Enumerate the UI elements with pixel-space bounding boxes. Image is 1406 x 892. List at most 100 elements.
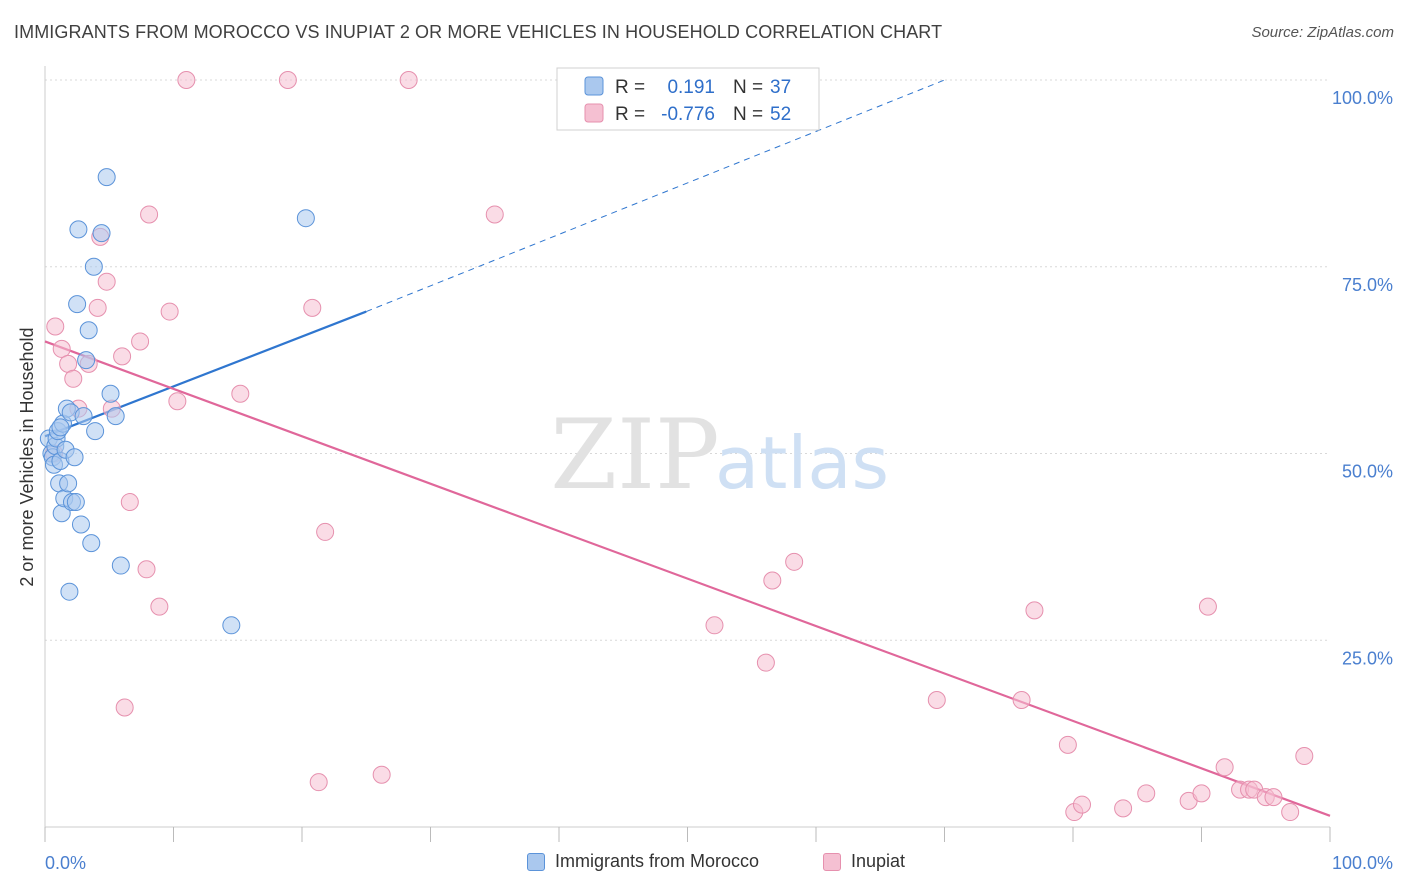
point-morocco [51,418,70,437]
trend-line-inupiat [44,340,1331,817]
point-inupiat [1295,747,1314,766]
watermark-zip: ZIP [550,399,719,511]
point-inupiat [1198,597,1217,616]
point-morocco [106,407,125,426]
point-inupiat [97,272,116,291]
legend-r-label-2: R = [615,104,645,125]
point-inupiat [131,332,150,351]
legend-n-label-2: N = [733,104,763,125]
point-morocco [65,448,84,467]
point-inupiat [160,302,179,321]
chart-title: IMMIGRANTS FROM MOROCCO VS INUPIAT 2 OR … [14,22,943,42]
point-morocco [66,493,85,512]
point-inupiat [1012,691,1031,710]
point-morocco [68,295,87,314]
point-morocco [77,351,96,370]
point-morocco [101,384,120,403]
point-inupiat [785,552,804,571]
point-inupiat [309,773,328,792]
point-inupiat [1114,799,1133,818]
point-inupiat [88,298,107,317]
point-inupiat [177,71,196,89]
point-morocco [60,582,79,601]
legend-swatch-inupiat-bottom [823,852,841,871]
point-inupiat [1058,735,1077,754]
point-morocco [79,321,98,340]
legend-swatch-morocco-bottom [527,852,545,871]
data-points [39,71,1314,822]
point-inupiat [316,522,335,541]
grid-lines [45,79,1330,641]
point-inupiat [231,384,250,403]
point-inupiat [485,205,504,224]
point-inupiat [1215,758,1234,777]
point-inupiat [372,765,391,784]
legend-swatch-morocco [584,76,604,96]
point-morocco [222,616,241,635]
point-morocco [296,209,315,228]
y-tick-label: 25.0% [1342,648,1393,668]
point-inupiat [1281,803,1300,822]
point-inupiat [1192,784,1211,803]
y-tick-label: 75.0% [1342,275,1393,295]
point-morocco [97,168,116,187]
point-morocco [84,257,103,276]
point-inupiat [1025,601,1044,620]
x-tick-label: 0.0% [45,853,86,873]
point-morocco [111,556,130,575]
point-inupiat [113,347,132,366]
watermark: ZIP atlas [550,399,889,511]
watermark-atlas: atlas [715,421,889,505]
point-inupiat [46,317,65,336]
point-inupiat [278,71,297,89]
legend-r-value-1: 0.191 [667,77,715,98]
point-inupiat [150,597,169,616]
point-inupiat [1072,795,1091,814]
trend-line-morocco-extension [366,79,945,313]
point-inupiat [120,493,139,512]
y-tick-label: 100.0% [1332,88,1393,108]
point-inupiat [399,71,418,89]
point-inupiat [64,369,83,388]
legend-item-morocco[interactable]: Immigrants from Morocco [527,851,759,872]
y-axis-label: 2 or more Vehicles in Household [17,327,37,586]
legend-r-label-1: R = [615,77,645,98]
legend-item-inupiat[interactable]: Inupiat [823,851,905,872]
legend-label-inupiat: Inupiat [851,851,906,871]
point-morocco [59,474,78,493]
source-label: Source: ZipAtlas.com [1251,24,1394,41]
legend-n-value-1: 37 [770,77,791,98]
point-inupiat [168,392,187,411]
point-morocco [71,515,90,534]
legend-label-morocco: Immigrants from Morocco [555,851,760,871]
point-inupiat [137,560,156,579]
point-inupiat [1137,784,1156,803]
point-morocco [92,224,111,243]
legend-n-label-1: N = [733,77,763,98]
point-morocco [82,534,101,553]
trend-line-morocco [44,310,367,438]
point-inupiat [763,571,782,590]
legend-swatch-inupiat [584,103,604,123]
point-inupiat [59,354,78,373]
bottom-legend: Immigrants from Morocco Inupiat [0,851,1406,879]
point-inupiat [756,653,775,672]
point-morocco [86,422,105,441]
point-inupiat [140,205,159,224]
legend-n-value-2: 52 [770,104,791,125]
point-inupiat [705,616,724,635]
point-inupiat [927,691,946,710]
point-inupiat [303,298,322,317]
y-tick-label: 50.0% [1342,462,1393,482]
point-morocco [69,220,88,239]
legend-r-value-2: -0.776 [661,104,715,125]
x-tick-label: 100.0% [1332,853,1393,873]
tick-labels: 25.0% 50.0% 75.0% 100.0% 0.0% 100.0% [45,88,1393,873]
point-inupiat [52,339,71,358]
point-morocco [74,407,93,426]
trend-lines [44,79,1331,817]
point-inupiat [115,698,134,717]
point-inupiat [1264,788,1283,807]
stats-legend: R = 0.191 N = 37 R = -0.776 N = 52 [556,67,820,131]
